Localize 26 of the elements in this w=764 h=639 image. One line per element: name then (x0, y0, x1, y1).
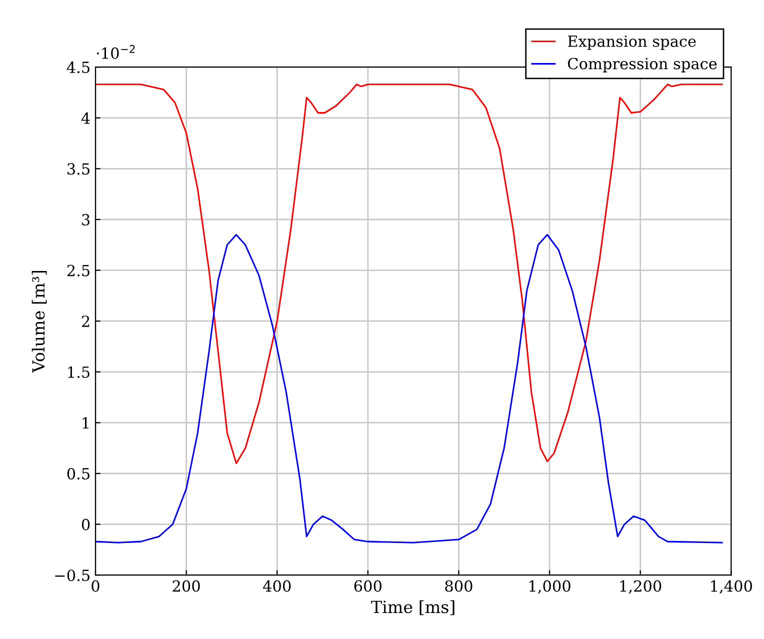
x-axis-title: Time [ms] (371, 600, 454, 616)
x-tick-label: 1,000 (530, 580, 570, 594)
x-tick-label: 1,200 (620, 580, 662, 594)
legend-label: Expansion space (568, 35, 696, 50)
y-tick-label: 2.5 (67, 264, 90, 276)
x-tick-label: 200 (172, 580, 200, 592)
y-tick-label: 1 (82, 417, 88, 429)
y-tick-label: −0.5 (55, 570, 90, 582)
line-series (96, 84, 723, 464)
legend-label: Compression space (568, 58, 717, 72)
y-tick-label: 0 (82, 518, 90, 530)
y-tick-label: 2 (82, 316, 90, 327)
text: ·10$^{−2}$ (96, 44, 135, 59)
line-series (96, 234, 723, 544)
x-tick-label: 800 (445, 580, 472, 592)
y-tick-label: 0.5 (67, 468, 90, 480)
y-tick-label: 1.5 (68, 366, 90, 378)
y-tick-label: 4.5 (66, 62, 90, 74)
y-tick-label: 3.5 (68, 163, 90, 175)
x-tick-label: 1,400 (711, 580, 752, 594)
x-tick-label: 0 (92, 580, 100, 592)
y-tick-label: 3 (82, 214, 90, 226)
x-tick-label: 600 (354, 580, 382, 592)
x-tick-label: 400 (263, 580, 291, 592)
y-tick-label: 4 (81, 112, 90, 124)
y-axis-title: Volume [m³] (32, 270, 47, 373)
